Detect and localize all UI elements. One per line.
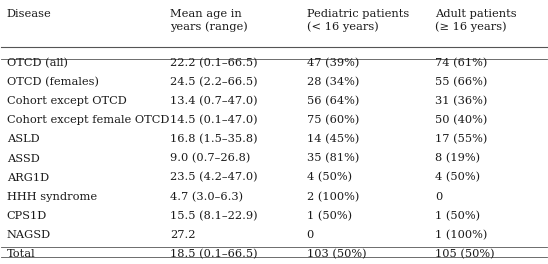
Text: Cohort except OTCD: Cohort except OTCD (7, 96, 127, 106)
Text: 47 (39%): 47 (39%) (307, 58, 359, 68)
Text: HHH syndrome: HHH syndrome (7, 192, 97, 202)
Text: 14.5 (0.1–47.0): 14.5 (0.1–47.0) (170, 115, 258, 125)
Text: 4.7 (3.0–6.3): 4.7 (3.0–6.3) (170, 191, 243, 202)
Text: 14 (45%): 14 (45%) (307, 134, 359, 145)
Text: 27.2: 27.2 (170, 230, 196, 240)
Text: 75 (60%): 75 (60%) (307, 115, 359, 125)
Text: 4 (50%): 4 (50%) (435, 172, 480, 183)
Text: 9.0 (0.7–26.8): 9.0 (0.7–26.8) (170, 153, 251, 164)
Text: ASSD: ASSD (7, 153, 39, 163)
Text: 50 (40%): 50 (40%) (435, 115, 487, 125)
Text: 28 (34%): 28 (34%) (307, 77, 359, 87)
Text: 31 (36%): 31 (36%) (435, 96, 487, 106)
Text: Mean age in
years (range): Mean age in years (range) (170, 9, 248, 31)
Text: 24.5 (2.2–66.5): 24.5 (2.2–66.5) (170, 77, 258, 87)
Text: 18.5 (0.1–66.5): 18.5 (0.1–66.5) (170, 249, 258, 259)
Text: ASLD: ASLD (7, 134, 39, 144)
Text: Disease: Disease (7, 9, 52, 19)
Text: 105 (50%): 105 (50%) (435, 249, 494, 259)
Text: 1 (50%): 1 (50%) (435, 211, 480, 221)
Text: 103 (50%): 103 (50%) (307, 249, 367, 259)
Text: Adult patients
(≥ 16 years): Adult patients (≥ 16 years) (435, 9, 516, 31)
Text: NAGSD: NAGSD (7, 230, 51, 240)
Text: 0: 0 (307, 230, 314, 240)
Text: 23.5 (4.2–47.0): 23.5 (4.2–47.0) (170, 172, 258, 183)
Text: OTCD (all): OTCD (all) (7, 58, 68, 68)
Text: 55 (66%): 55 (66%) (435, 77, 487, 87)
Text: 1 (100%): 1 (100%) (435, 230, 487, 240)
Text: Total: Total (7, 249, 36, 259)
Text: 2 (100%): 2 (100%) (307, 191, 359, 202)
Text: 0: 0 (435, 192, 442, 202)
Text: ARG1D: ARG1D (7, 173, 49, 183)
Text: 74 (61%): 74 (61%) (435, 58, 487, 68)
Text: 35 (81%): 35 (81%) (307, 153, 359, 164)
Text: 8 (19%): 8 (19%) (435, 153, 480, 164)
Text: Cohort except female OTCD: Cohort except female OTCD (7, 115, 169, 125)
Text: 22.2 (0.1–66.5): 22.2 (0.1–66.5) (170, 58, 258, 68)
Text: 13.4 (0.7–47.0): 13.4 (0.7–47.0) (170, 96, 258, 106)
Text: CPS1D: CPS1D (7, 211, 47, 221)
Text: 56 (64%): 56 (64%) (307, 96, 359, 106)
Text: 1 (50%): 1 (50%) (307, 211, 352, 221)
Text: OTCD (females): OTCD (females) (7, 77, 99, 87)
Text: 16.8 (1.5–35.8): 16.8 (1.5–35.8) (170, 134, 258, 145)
Text: 4 (50%): 4 (50%) (307, 172, 352, 183)
Text: 15.5 (8.1–22.9): 15.5 (8.1–22.9) (170, 211, 258, 221)
Text: 17 (55%): 17 (55%) (435, 134, 487, 145)
Text: Pediatric patients
(< 16 years): Pediatric patients (< 16 years) (307, 9, 409, 31)
